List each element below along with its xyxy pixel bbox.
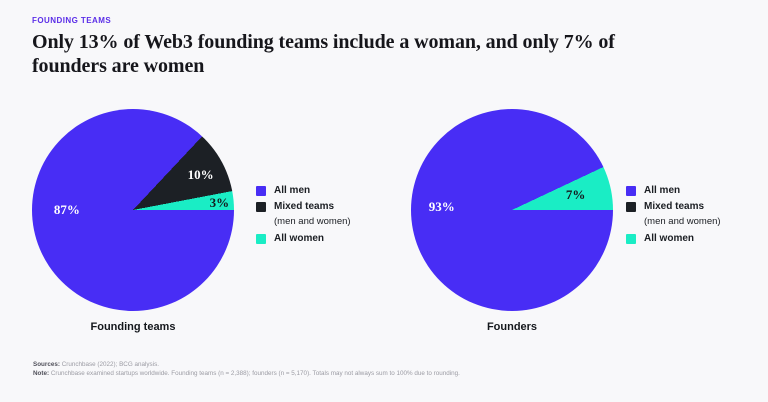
sources-text: Crunchbase (2022); BCG analysis.	[61, 361, 160, 368]
legend-item-mixed-teams: Mixed teams	[626, 201, 721, 212]
all-men-label: All men	[274, 185, 311, 196]
pie-slice-label: 3%	[209, 194, 230, 210]
all-men-label: All men	[644, 185, 681, 196]
chart-title-founding-teams: Founding teams	[90, 321, 176, 333]
all-women-swatch	[256, 233, 266, 244]
note-text: Crunchbase examined startups worldwide. …	[50, 370, 460, 377]
legend-item-all-men: All men	[256, 185, 351, 196]
mixed-teams-sublabel: (men and women)	[644, 216, 721, 227]
sources-line: Sources: Crunchbase (2022); BCG analysis…	[33, 360, 460, 369]
pie-chart-founding-teams: 87% 10% 3%	[32, 109, 234, 311]
note-label: Note:	[33, 370, 50, 377]
legend-item-all-women: All women	[626, 233, 721, 244]
mixed-teams-label: Mixed teams	[274, 201, 335, 212]
pie-slice-label: 7%	[565, 186, 586, 202]
page-title-line-2: founders are women	[32, 55, 205, 77]
all-women-label: All women	[644, 233, 695, 244]
mixed-teams-label: Mixed teams	[644, 201, 705, 212]
all-women-label: All women	[274, 233, 325, 244]
pie-slice-label: 87%	[53, 202, 80, 217]
legend-founders: All men Mixed teams (men and women) All …	[626, 185, 721, 249]
all-women-swatch	[626, 233, 636, 244]
note-line: Note: Crunchbase examined startups world…	[33, 369, 460, 378]
page-title: Only 13% of Web3 founding teams include …	[32, 30, 615, 78]
chart-title-founders: Founders	[486, 321, 538, 333]
pie-chart-founders: 93% 7%	[411, 109, 613, 311]
all-men-swatch	[256, 185, 266, 196]
legend-item-mixed-teams: Mixed teams	[256, 201, 351, 212]
eyebrow-label: FOUNDING TEAMS	[32, 16, 112, 25]
mixed-teams-sublabel: (men and women)	[274, 216, 351, 227]
page-title-line-1: Only 13% of Web3 founding teams include …	[32, 31, 615, 53]
pie-slice-label: 93%	[428, 198, 455, 214]
legend-item-all-men: All men	[626, 185, 721, 196]
mixed-teams-swatch	[626, 201, 636, 212]
mixed-teams-swatch	[256, 201, 266, 212]
all-men-swatch	[626, 185, 636, 196]
legend-founding-teams: All men Mixed teams (men and women) All …	[256, 185, 351, 249]
sources-label: Sources:	[33, 361, 60, 368]
pie-slice-label: 10%	[187, 167, 214, 183]
legend-item-all-women: All women	[256, 233, 351, 244]
footnotes: Sources: Crunchbase (2022); BCG analysis…	[33, 360, 460, 378]
